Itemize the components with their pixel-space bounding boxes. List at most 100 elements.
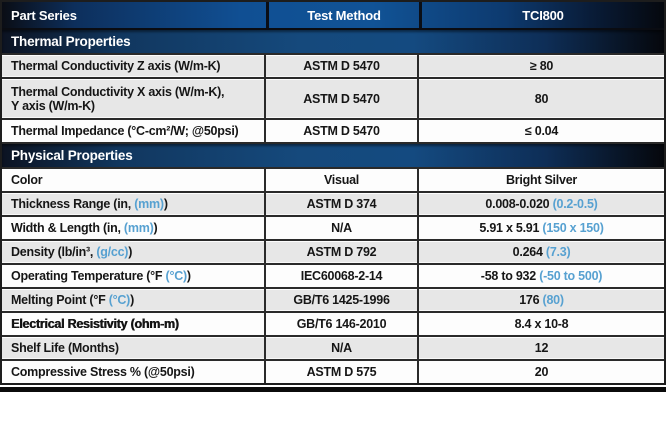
- header-test-method: Test Method: [266, 2, 419, 28]
- property-cell: Electrical Resistivity (ohm-m): [2, 313, 266, 335]
- value-cell: -58 to 932 (-50 to 500): [419, 265, 664, 287]
- test-method-value: ASTM D 5470: [303, 59, 380, 73]
- table-row: Thermal Impedance (°C-cm²/W; @50psi) AST…: [2, 120, 664, 144]
- value-imperial: 0.264: [512, 245, 546, 259]
- test-method-value: ASTM D 374: [306, 197, 377, 211]
- test-method-cell: N/A: [266, 217, 419, 239]
- test-method-cell: N/A: [266, 337, 419, 359]
- test-method-cell: GB/T6 1425-1996: [266, 289, 419, 311]
- value-metric: (0.2-0.5): [552, 197, 598, 211]
- value-cell: 176 (80): [419, 289, 664, 311]
- bottom-rule: [0, 387, 666, 392]
- property-label: Thickness Range (in,: [11, 197, 135, 211]
- property-label-close: ): [128, 245, 133, 259]
- value-cell: 0.008-0.020 (0.2-0.5): [419, 193, 664, 215]
- property-label-close: ): [130, 293, 134, 307]
- section-title: Physical Properties: [11, 148, 133, 163]
- value-cell: 80: [419, 79, 664, 118]
- table-row: Operating Temperature (°F (°C)) IEC60068…: [2, 265, 664, 289]
- test-method-value: GB/T6 146-2010: [296, 317, 387, 331]
- table-row: Thermal Conductivity X axis (W/m-K), Y ax…: [2, 79, 664, 120]
- property-cell: Thermal Conductivity X axis (W/m-K), Y ax…: [2, 79, 266, 118]
- property-label-close: ): [163, 197, 168, 211]
- value-cell: 5.91 x 5.91 (150 x 150): [419, 217, 664, 239]
- test-method-value: IEC60068-2-14: [300, 269, 383, 283]
- value-metric: (7.3): [545, 245, 571, 259]
- value-metric: (150 x 150): [542, 221, 604, 235]
- property-label: Color: [11, 173, 43, 187]
- test-method-value: ASTM D 5470: [303, 124, 380, 138]
- value-cell: Bright Silver: [419, 169, 664, 191]
- property-label-metric-unit: (mm): [123, 221, 154, 235]
- property-label: Operating Temperature (°F: [11, 269, 166, 283]
- value-imperial: ≥ 80: [529, 59, 554, 73]
- table-row: Melting Point (°F (°C)) GB/T6 1425-1996 …: [2, 289, 664, 313]
- test-method-value: Visual: [323, 173, 360, 187]
- test-method-cell: ASTM D 792: [266, 241, 419, 263]
- test-method-value: GB/T6 1425-1996: [293, 293, 390, 307]
- test-method-cell: ASTM D 374: [266, 193, 419, 215]
- property-cell: Shelf Life (Months): [2, 337, 266, 359]
- property-cell: Thermal Impedance (°C-cm²/W; @50psi): [2, 120, 266, 142]
- value-imperial: -58 to 932: [480, 269, 540, 283]
- test-method-cell: ASTM D 5470: [266, 120, 419, 142]
- section-title: Thermal Properties: [11, 34, 131, 49]
- value-metric: (80): [542, 293, 564, 307]
- table-row: Width & Length (in, (mm)) N/A 5.91 x 5.9…: [2, 217, 664, 241]
- property-label: Thermal Conductivity Z axis (W/m-K): [11, 59, 221, 73]
- test-method-value: ASTM D 575: [306, 365, 377, 379]
- test-method-cell: ASTM D 575: [266, 361, 419, 383]
- value-cell: 0.264 (7.3): [419, 241, 664, 263]
- property-label-close: ): [153, 221, 158, 235]
- property-label: Thermal Conductivity X axis (W/m-K),: [11, 84, 225, 99]
- property-label-close: ): [186, 269, 191, 283]
- property-label: Melting Point (°F: [11, 293, 109, 307]
- value-cell: ≤ 0.04: [419, 120, 664, 142]
- table-row: Thermal Conductivity Z axis (W/m-K) ASTM…: [2, 55, 664, 79]
- property-label: Density (lb/in³,: [11, 245, 97, 259]
- property-label: Width & Length (in,: [11, 221, 124, 235]
- property-label-metric-unit: (°C): [108, 293, 131, 307]
- table-row: Electrical Resistivity (ohm-m) GB/T6 146…: [2, 313, 664, 337]
- value-cell: 12: [419, 337, 664, 359]
- test-method-value: N/A: [331, 341, 352, 355]
- value-cell: 8.4 x 10-8: [419, 313, 664, 335]
- property-cell: Color: [2, 169, 266, 191]
- property-label: Electrical Resistivity (ohm-m): [11, 317, 179, 331]
- value-imperial: 176: [519, 293, 543, 307]
- property-cell: Compressive Stress % (@50psi): [2, 361, 266, 383]
- table-row: Density (lb/in³, (g/cc)) ASTM D 792 0.26…: [2, 241, 664, 265]
- value-cell: ≥ 80: [419, 55, 664, 77]
- property-cell: Thickness Range (in, (mm)): [2, 193, 266, 215]
- property-cell: Density (lb/in³, (g/cc)): [2, 241, 266, 263]
- test-method-cell: Visual: [266, 169, 419, 191]
- test-method-cell: IEC60068-2-14: [266, 265, 419, 287]
- property-cell: Melting Point (°F (°C)): [2, 289, 266, 311]
- property-label-line2: Y axis (W/m-K): [11, 98, 95, 113]
- table-row: Color Visual Bright Silver: [2, 169, 664, 193]
- table-row: Thickness Range (in, (mm)) ASTM D 374 0.…: [2, 193, 664, 217]
- value-imperial: 12: [534, 341, 549, 355]
- value-imperial: 0.008-0.020: [485, 197, 553, 211]
- value-imperial: ≤ 0.04: [524, 124, 559, 138]
- value-imperial: 5.91 x 5.91: [479, 221, 543, 235]
- property-label: Thermal Impedance (°C-cm²/W; @50psi): [11, 124, 239, 138]
- property-label-metric-unit: (g/cc): [96, 245, 129, 259]
- section-header-row: Physical Properties: [2, 144, 664, 169]
- test-method-cell: ASTM D 5470: [266, 79, 419, 118]
- property-cell: Width & Length (in, (mm)): [2, 217, 266, 239]
- value-imperial: Bright Silver: [505, 173, 578, 187]
- property-label-metric-unit: (°C): [165, 269, 188, 283]
- table-row: Compressive Stress % (@50psi) ASTM D 575…: [2, 361, 664, 383]
- test-method-value: N/A: [331, 221, 352, 235]
- property-label: Shelf Life (Months): [11, 341, 119, 355]
- table-header-row: Part Series Test Method TCI800: [2, 2, 664, 30]
- table-row: Shelf Life (Months) N/A 12: [2, 337, 664, 361]
- header-part-series: Part Series: [11, 7, 77, 23]
- value-imperial: 20: [534, 365, 549, 379]
- property-cell: Thermal Conductivity Z axis (W/m-K): [2, 55, 266, 77]
- property-cell: Operating Temperature (°F (°C)): [2, 265, 266, 287]
- test-method-cell: ASTM D 5470: [266, 55, 419, 77]
- test-method-value: ASTM D 792: [306, 245, 377, 259]
- spec-table: Part Series Test Method TCI800 Thermal P…: [0, 0, 666, 385]
